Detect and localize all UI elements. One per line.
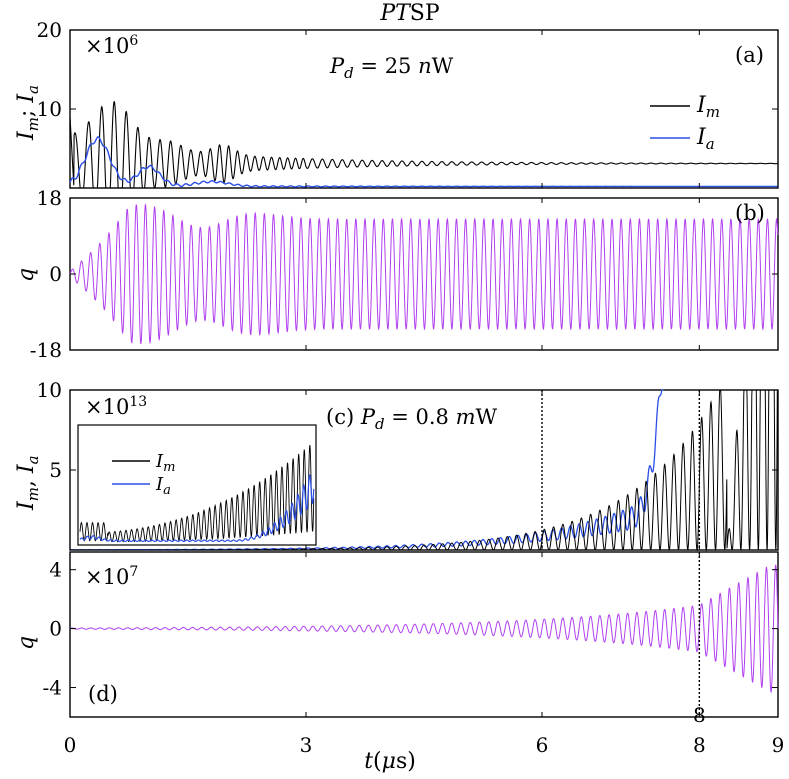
figure-title: PTSP bbox=[379, 1, 440, 26]
ytick-label-b-0: 18 bbox=[37, 186, 62, 210]
series-a-Ia bbox=[69, 136, 778, 188]
panel-c-multiplier: ×1013 bbox=[85, 394, 147, 419]
plot-layer bbox=[69, 101, 779, 717]
panel-d-label: (d) bbox=[88, 682, 118, 706]
xtick-label-4: 9 bbox=[772, 733, 785, 757]
ytick-label-a-0: 10 bbox=[37, 97, 62, 121]
title-italic: PT bbox=[379, 1, 412, 26]
panel-a-pd: Pd = 25 nW bbox=[329, 54, 454, 82]
ytick-label-d-2: -4 bbox=[43, 676, 62, 700]
ytick-label-d-1: 0 bbox=[49, 617, 62, 641]
xtick-label-3: 8 bbox=[693, 733, 706, 757]
xtick-label-8-upper: 8 bbox=[693, 703, 706, 727]
legend-ia-label: Ia bbox=[696, 125, 715, 153]
series-a-Im bbox=[69, 101, 779, 189]
series-b-q bbox=[69, 203, 779, 345]
xtick-label-2: 6 bbox=[536, 733, 549, 757]
ylabel-c: Im, Ia bbox=[14, 455, 42, 511]
ytick-label-b-2: -18 bbox=[30, 338, 62, 362]
panel-d-multiplier: ×107 bbox=[85, 564, 138, 589]
ytick-label-c-1: 10 bbox=[37, 378, 62, 402]
inset-series-Ia bbox=[79, 474, 315, 543]
panel-b-label: (b) bbox=[735, 201, 765, 225]
ytick-label-b-1: 0 bbox=[49, 262, 62, 286]
inset-series-Im bbox=[79, 444, 315, 543]
series-d-q bbox=[69, 564, 779, 694]
ticks-layer: 0 3 6 8 9 8 10 20 18 0 -18 5 10 4 0 -4 bbox=[30, 18, 785, 757]
ytick-label-d-0: 4 bbox=[49, 558, 62, 582]
xlabel: t(μs) bbox=[364, 749, 416, 774]
inset: Im Ia bbox=[77, 424, 317, 546]
ytick-label-a-1: 20 bbox=[37, 18, 62, 42]
series-c-Im bbox=[70, 389, 779, 552]
ylabel-a: Im; Ia bbox=[14, 85, 42, 141]
inset-plots bbox=[79, 444, 315, 543]
title-plain: SP bbox=[410, 1, 440, 26]
ylabel-b: q bbox=[14, 268, 39, 282]
legend-im-label: Im bbox=[696, 93, 720, 121]
panel-c-pd: (c) Pd = 0.8 mW bbox=[326, 405, 498, 433]
panel-a-label: (a) bbox=[735, 43, 764, 67]
xtick-label-1: 3 bbox=[300, 733, 313, 757]
panel-d-frame bbox=[69, 551, 779, 718]
ytick-label-c-0: 5 bbox=[49, 458, 62, 482]
panel-a-multiplier: ×106 bbox=[85, 33, 138, 58]
ylabel-d: q bbox=[14, 636, 39, 650]
xtick-label-0: 0 bbox=[64, 733, 77, 757]
